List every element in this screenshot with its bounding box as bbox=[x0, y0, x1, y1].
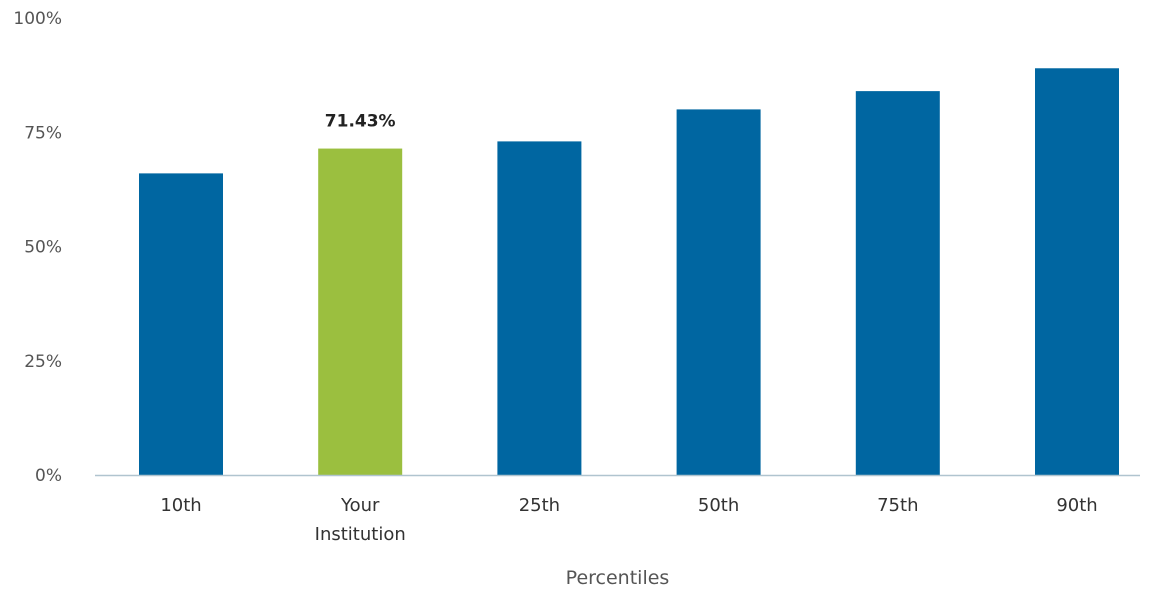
x-tick-label: 50th bbox=[698, 495, 739, 516]
x-tick-label: 10th bbox=[160, 495, 201, 516]
y-tick-label: 75% bbox=[24, 123, 62, 143]
x-tick-label: 75th bbox=[877, 495, 918, 516]
data-labels: 71.43% bbox=[325, 112, 396, 132]
bar-75th bbox=[855, 91, 940, 476]
y-axis: 0% 25% 50% 75% 100% bbox=[13, 9, 62, 486]
y-tick-label: 0% bbox=[35, 466, 62, 486]
bar-25th bbox=[497, 141, 582, 475]
bar-50th bbox=[676, 109, 761, 476]
x-tick-label: Your Institution bbox=[315, 495, 406, 545]
y-tick-label: 25% bbox=[24, 352, 62, 372]
x-axis-title: Percentiles bbox=[566, 567, 670, 589]
x-tick-label: 25th bbox=[519, 495, 560, 516]
y-tick-label: 50% bbox=[24, 238, 62, 258]
x-axis: 10th Your Institution 25th 50th 75th 90th bbox=[160, 495, 1097, 545]
data-label: 71.43% bbox=[325, 112, 396, 132]
bar-your-institution bbox=[318, 148, 403, 476]
bar-90th bbox=[1035, 68, 1119, 476]
x-tick-label: 90th bbox=[1056, 495, 1097, 516]
y-tick-label: 100% bbox=[13, 9, 62, 29]
bar-10th bbox=[139, 173, 223, 475]
bar-series bbox=[139, 68, 1119, 476]
